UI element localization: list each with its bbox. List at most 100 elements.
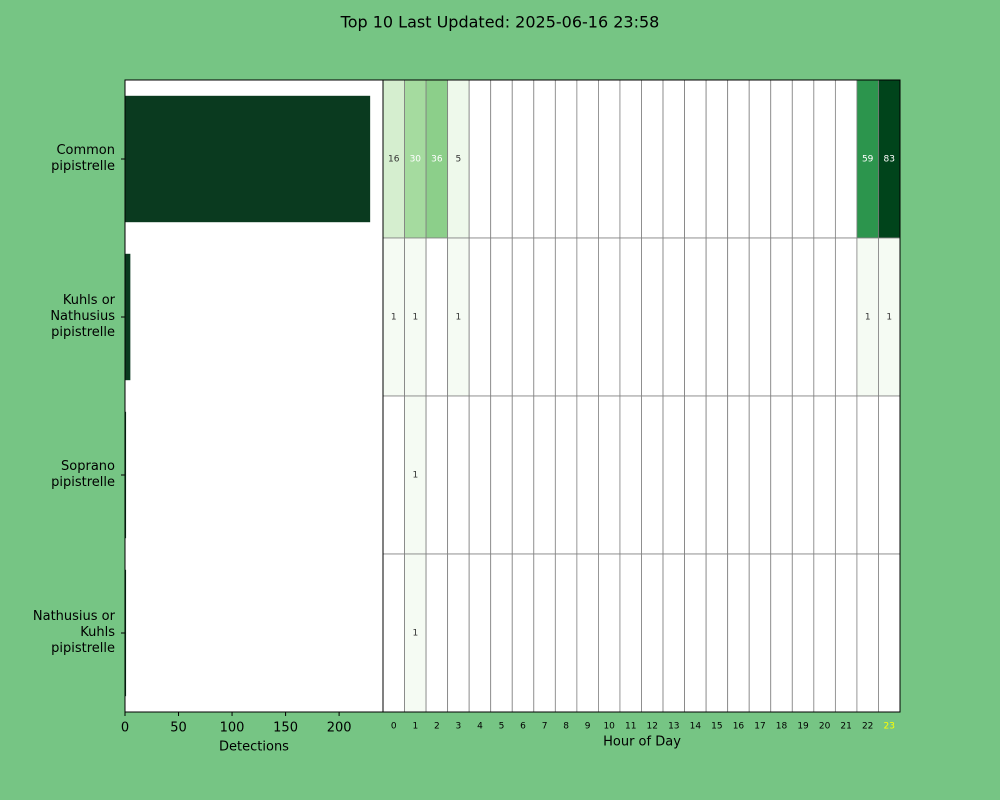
empty-cell <box>856 553 879 713</box>
empty-cell <box>705 553 729 713</box>
x-tick-label: 16 <box>733 722 745 732</box>
empty-cell <box>619 79 642 239</box>
empty-cell <box>834 553 858 713</box>
x-tick-label: 0 <box>121 721 129 736</box>
empty-cell <box>813 553 836 713</box>
x-tick-label: 18 <box>776 722 788 732</box>
x-tick-label: 9 <box>585 722 591 732</box>
cell-label: 1 <box>412 629 418 639</box>
empty-cell <box>468 395 492 555</box>
x-tick-label: 23 <box>884 722 895 732</box>
empty-cell <box>554 237 578 397</box>
empty-cell <box>791 395 815 555</box>
cell-label: 1 <box>412 313 418 323</box>
cell-label: 5 <box>456 155 462 165</box>
empty-cell <box>878 395 901 555</box>
empty-cell <box>598 237 621 397</box>
empty-cell <box>662 395 685 555</box>
cell-label: 1 <box>886 313 892 323</box>
x-tick-label: 5 <box>499 722 505 732</box>
empty-cell <box>791 553 815 713</box>
empty-cell <box>813 79 836 239</box>
x-tick-label: 150 <box>273 721 298 736</box>
cell-label: 1 <box>456 313 462 323</box>
empty-cell <box>425 237 449 397</box>
y-tick-label: Soprano pipistrelle <box>51 459 115 490</box>
cell-label: 30 <box>410 155 422 165</box>
x-tick-label: 13 <box>668 722 679 732</box>
empty-cell <box>468 79 492 239</box>
empty-cell <box>727 237 750 397</box>
empty-cell <box>641 395 664 555</box>
empty-cell <box>511 395 535 555</box>
empty-cell <box>425 395 449 555</box>
x-tick-label: 15 <box>711 722 722 732</box>
empty-cell <box>834 79 858 239</box>
empty-cell <box>533 79 556 239</box>
chart-title: Top 10 Last Updated: 2025-06-16 23:58 <box>340 13 660 32</box>
empty-cell <box>576 79 599 239</box>
empty-cell <box>705 395 729 555</box>
empty-cell <box>576 553 599 713</box>
empty-cell <box>813 395 836 555</box>
empty-cell <box>791 237 815 397</box>
empty-cell <box>641 79 664 239</box>
x-axis-label: Detections <box>219 740 289 755</box>
empty-cell <box>490 395 513 555</box>
cell-label: 83 <box>884 155 895 165</box>
x-tick-label: 50 <box>170 721 187 736</box>
empty-cell <box>748 79 772 239</box>
x-tick-label: 0 <box>391 722 397 732</box>
empty-cell <box>662 237 685 397</box>
x-tick-label: 3 <box>456 722 462 732</box>
empty-cell <box>382 553 405 713</box>
empty-cell <box>748 237 772 397</box>
cell-label: 1 <box>865 313 871 323</box>
empty-cell <box>641 237 664 397</box>
empty-cell <box>770 553 793 713</box>
cell-label: 59 <box>862 155 874 165</box>
x-tick-label: 17 <box>754 722 765 732</box>
empty-cell <box>619 237 642 397</box>
empty-cell <box>468 237 492 397</box>
x-tick-label: 14 <box>690 722 702 732</box>
empty-cell <box>554 79 578 239</box>
empty-cell <box>791 79 815 239</box>
empty-cell <box>856 395 879 555</box>
cell-label: 1 <box>391 313 397 323</box>
empty-cell <box>684 79 707 239</box>
empty-cell <box>770 395 793 555</box>
x-tick-label: 11 <box>625 722 636 732</box>
empty-cell <box>576 237 599 397</box>
empty-cell <box>447 553 470 713</box>
empty-cell <box>425 553 449 713</box>
cell-label: 16 <box>388 155 400 165</box>
empty-cell <box>834 395 858 555</box>
empty-cell <box>662 553 685 713</box>
empty-cell <box>554 553 578 713</box>
empty-cell <box>511 79 535 239</box>
bar <box>125 95 371 223</box>
empty-cell <box>533 237 556 397</box>
x-tick-label: 12 <box>647 722 658 732</box>
empty-cell <box>641 553 664 713</box>
empty-cell <box>727 553 750 713</box>
empty-cell <box>490 553 513 713</box>
y-tick-label: Kuhls or Nathusius pipistrelle <box>50 293 115 340</box>
empty-cell <box>382 395 405 555</box>
cell-label: 36 <box>431 155 443 165</box>
y-tick-label: Nathusius or Kuhls pipistrelle <box>32 609 115 656</box>
y-tick-label: Common pipistrelle <box>51 143 115 174</box>
empty-cell <box>598 79 621 239</box>
x-tick-label: 22 <box>862 722 873 732</box>
empty-cell <box>533 553 556 713</box>
empty-cell <box>598 553 621 713</box>
empty-cell <box>662 79 685 239</box>
plot-frame <box>382 79 901 713</box>
x-tick-label: 2 <box>434 722 440 732</box>
x-tick-label: 20 <box>819 722 831 732</box>
empty-cell <box>490 237 513 397</box>
x-tick-label: 21 <box>840 722 851 732</box>
